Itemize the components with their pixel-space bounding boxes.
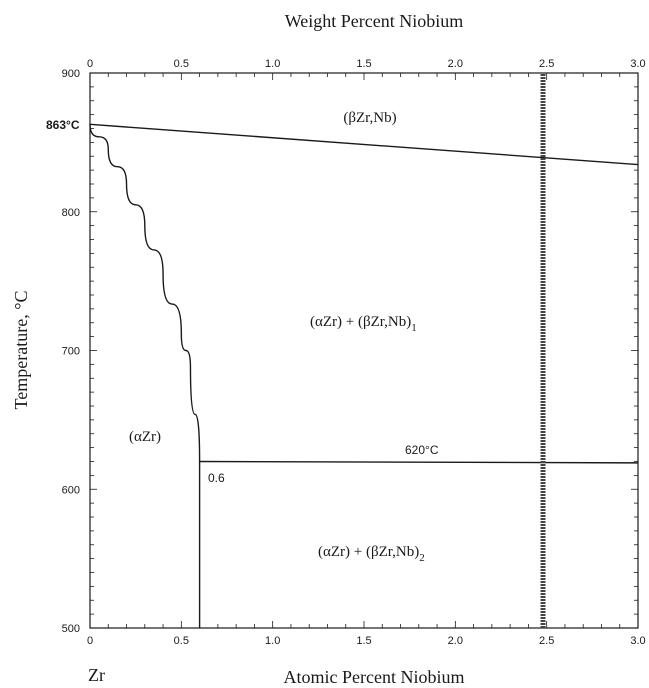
x-tick-label: 2.0	[448, 635, 463, 647]
liquidus-beta-boundary	[89, 123, 639, 166]
element-symbol-label: Zr	[88, 665, 105, 685]
x2-tick-label: 2.0	[448, 58, 463, 70]
solubility-limit-label: 0.6	[208, 471, 225, 485]
alpha-beta1-subscript: 1	[411, 322, 417, 334]
x-tick-label: 0	[87, 635, 93, 647]
y-tick-label: 900	[62, 68, 80, 80]
x2-axis-title: Weight Percent Niobium	[285, 11, 464, 31]
eutectoid-temp-label: 620°C	[405, 443, 439, 457]
alpha-beta1-main: (αZr) + (βZr,Nb)	[310, 314, 411, 330]
x-tick-label: 3.0	[630, 635, 645, 647]
x-tick-label: 0.5	[174, 635, 189, 647]
x2-tick-label: 0	[87, 58, 93, 70]
beta-region-label: (βZr,Nb)	[343, 110, 396, 126]
y-tick-label: 700	[62, 346, 80, 358]
x2-tick-label: 3.0	[630, 58, 645, 70]
x-tick-label: 1.0	[265, 635, 280, 647]
y-tick-label: 500	[62, 623, 80, 635]
alpha-beta2-subscript: 2	[419, 552, 425, 564]
y-tick-label: 600	[62, 484, 80, 496]
alpha-solvus-curve	[89, 124, 201, 462]
x2-tick-label: 1.0	[265, 58, 280, 70]
x2-tick-label: 0.5	[174, 58, 189, 70]
ticks-group: 0 0 0.5 0.5 1.0 1.0 1.5 1.5 2.0 2.0 2.5 2.5 3.0 3.0 50…	[62, 58, 646, 647]
x-tick-label: 1.5	[356, 635, 371, 647]
alpha-region-label: (αZr)	[129, 429, 161, 445]
alpha-beta2-main: (αZr) + (βZr,Nb)	[318, 544, 419, 560]
x-axis-title: Atomic Percent Niobium	[284, 667, 465, 687]
x2-tick-label: 2.5	[539, 58, 554, 70]
y-tick-label: 800	[62, 207, 80, 219]
x-tick-label: 2.5	[539, 635, 554, 647]
alpha-beta2-label: (αZr) + (βZr,Nb)2	[318, 544, 425, 564]
x2-tick-label: 1.5	[356, 58, 371, 70]
curves-group	[89, 73, 639, 628]
eutectoid-line	[199, 460, 639, 464]
y-axis-title: Temperature, °C	[11, 291, 31, 410]
alpha-beta1-label: (αZr) + (βZr,Nb)1	[310, 314, 417, 334]
peak-temp-label: 863°C	[46, 118, 80, 132]
